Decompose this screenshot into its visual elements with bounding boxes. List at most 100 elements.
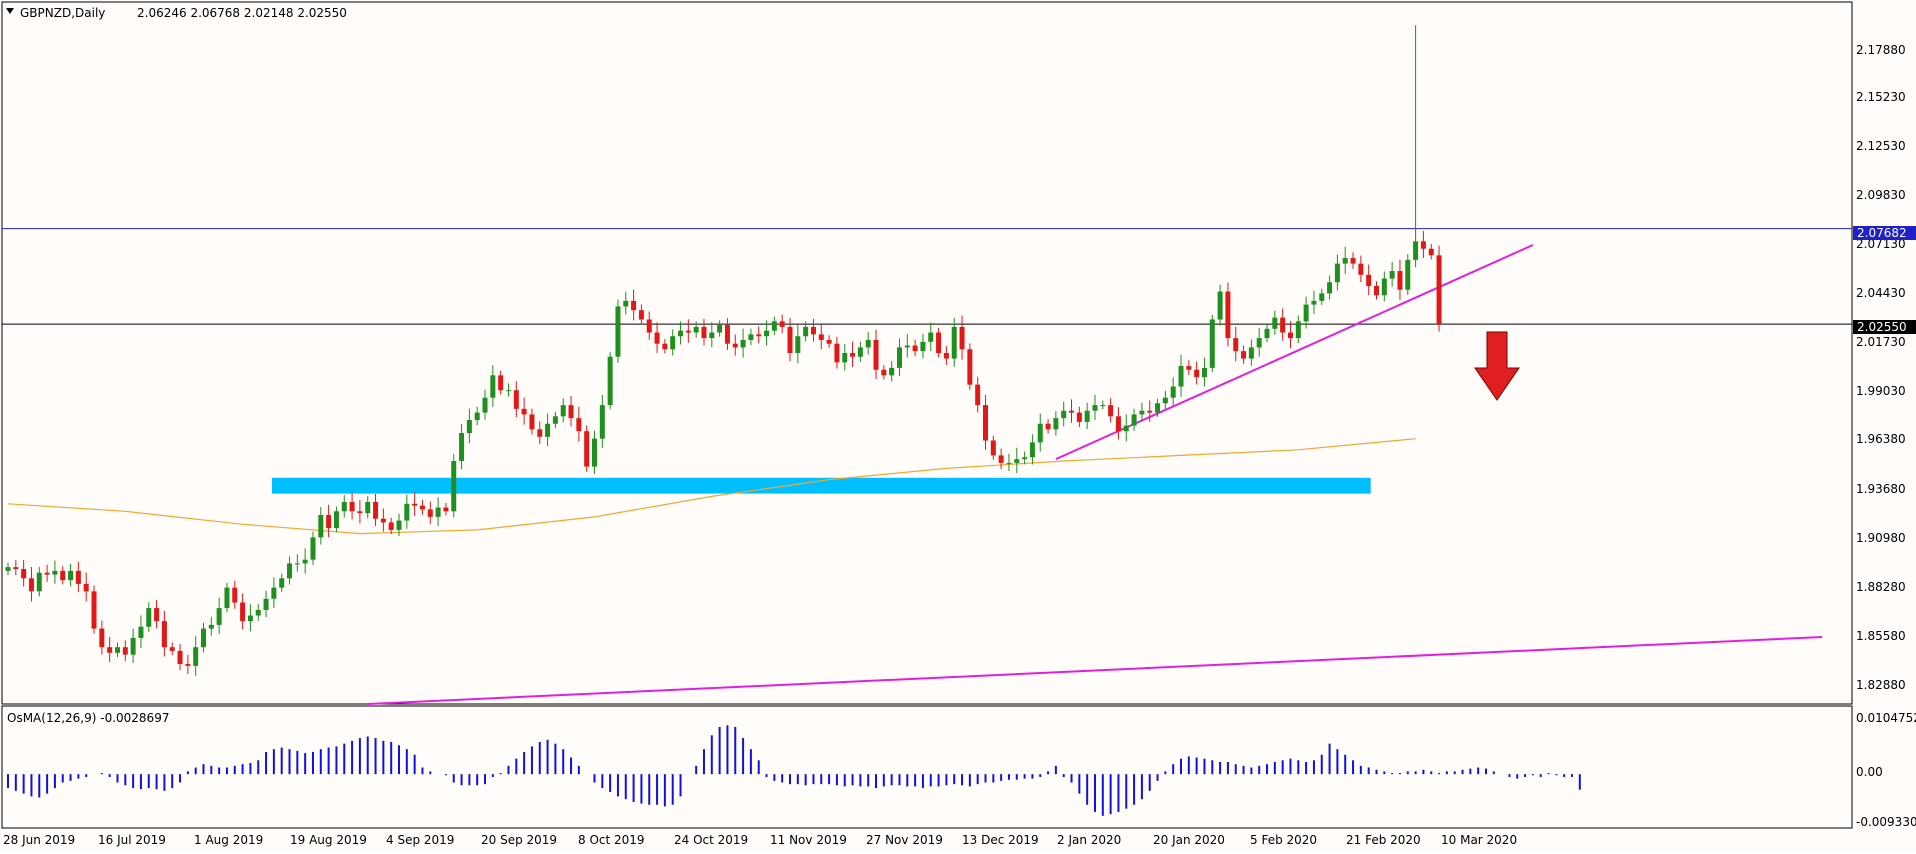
bearish-candle	[990, 440, 996, 456]
price-panel-frame	[1, 1, 1853, 705]
bullish-candle	[920, 341, 926, 352]
bullish-candle	[302, 559, 308, 564]
time-label: 19 Aug 2019	[290, 833, 367, 847]
bullish-candle	[1014, 459, 1020, 463]
bullish-candle	[36, 572, 42, 592]
bearish-candle	[232, 587, 238, 603]
bullish-candle	[623, 300, 629, 307]
current-price-label	[1853, 320, 1916, 334]
bearish-candle	[521, 408, 527, 415]
bearish-candle	[1194, 369, 1200, 378]
bearish-candle	[701, 326, 707, 339]
bullish-candle	[1061, 410, 1067, 419]
bearish-candle	[1287, 332, 1293, 339]
time-label: 20 Sep 2019	[481, 833, 557, 847]
bearish-candle	[177, 650, 183, 664]
bullish-candle	[474, 412, 480, 421]
bearish-candle	[685, 330, 691, 333]
bearish-candle	[912, 345, 918, 352]
bullish-candle	[1006, 462, 1012, 464]
bearish-candle	[537, 429, 543, 437]
bullish-candle	[1053, 418, 1059, 430]
bearish-candle	[83, 583, 89, 592]
bearish-candle	[975, 384, 981, 406]
bearish-candle	[1350, 258, 1356, 264]
bearish-candle	[1115, 416, 1121, 432]
bullish-candle	[1100, 405, 1106, 407]
bearish-candle	[28, 578, 34, 592]
bearish-candle	[943, 353, 949, 359]
bullish-candle	[1131, 414, 1137, 426]
bearish-candle	[21, 569, 27, 579]
price-tick: 2.09830	[1856, 188, 1906, 202]
price-tick: 1.99030	[1856, 384, 1906, 398]
bullish-candle	[1037, 423, 1043, 443]
bullish-candle	[592, 438, 597, 467]
bearish-candle	[513, 390, 519, 409]
bullish-candle	[1256, 338, 1262, 348]
time-label: 8 Oct 2019	[578, 833, 645, 847]
symbol-label: GBPNZD,Daily	[20, 6, 105, 20]
bearish-candle	[967, 349, 973, 385]
bearish-candle	[1436, 255, 1442, 325]
bearish-candle	[529, 414, 535, 430]
candles-layer	[5, 25, 1442, 677]
price-tick: 1.82880	[1856, 678, 1906, 692]
osma-axis: 0.0104752 0.00 -0.00933051	[1856, 711, 1916, 829]
bullish-candle	[1029, 442, 1035, 458]
bullish-candle	[1381, 278, 1387, 296]
bearish-candle	[1420, 241, 1426, 249]
bearish-candle	[13, 567, 19, 569]
osma-tick: 0.00	[1856, 765, 1883, 779]
bullish-candle	[1295, 321, 1301, 339]
bullish-candle	[224, 587, 230, 609]
bearish-candle	[443, 507, 449, 512]
bullish-candle	[1264, 328, 1270, 339]
bearish-candle	[810, 326, 816, 335]
support-zone-layer	[271, 477, 1371, 494]
dropdown-triangle-icon[interactable]	[6, 8, 14, 14]
price-tick: 2.15230	[1856, 90, 1906, 104]
time-label: 5 Feb 2020	[1250, 833, 1317, 847]
bearish-candle	[91, 591, 97, 629]
bullish-candle	[1084, 410, 1090, 422]
bullish-candle	[1209, 319, 1215, 368]
bullish-candle	[1272, 317, 1278, 329]
bullish-candle	[294, 563, 300, 565]
bullish-candle	[1123, 425, 1129, 432]
bullish-candle	[1334, 263, 1340, 283]
bullish-candle	[1022, 457, 1028, 460]
bearish-candle	[373, 501, 379, 519]
bearish-candle	[1108, 405, 1114, 417]
bullish-candle	[146, 608, 152, 627]
lower-trendline	[367, 635, 1823, 705]
bearish-candle	[1076, 412, 1082, 422]
bullish-candle	[138, 626, 144, 638]
bullish-candle	[404, 503, 410, 521]
bearish-candle	[638, 310, 644, 320]
time-label: 2 Jan 2020	[1057, 833, 1121, 847]
bullish-candle	[764, 330, 770, 337]
price-tick: 2.01730	[1856, 335, 1906, 349]
bullish-candle	[951, 326, 957, 359]
horizontal-levels-layer	[2, 228, 1852, 325]
bullish-candle	[560, 405, 566, 417]
bearish-candle	[412, 503, 418, 506]
bullish-candle	[1155, 403, 1161, 413]
bearish-candle	[60, 570, 66, 581]
bullish-candle	[740, 339, 746, 348]
bearish-candle	[240, 602, 246, 622]
bullish-candle	[208, 624, 214, 629]
time-label: 28 Jun 2019	[3, 833, 75, 847]
bearish-candle	[568, 405, 574, 419]
bearish-candle	[427, 509, 433, 517]
bullish-candle	[1139, 410, 1145, 415]
osma-bars-layer	[7, 725, 1581, 816]
osma-tick: 0.0104752	[1856, 711, 1916, 725]
bearish-candle	[936, 332, 942, 353]
bearish-candle	[1225, 291, 1231, 339]
bullish-candle	[52, 570, 58, 575]
bearish-candle	[161, 621, 167, 648]
bullish-candle	[1342, 258, 1348, 264]
